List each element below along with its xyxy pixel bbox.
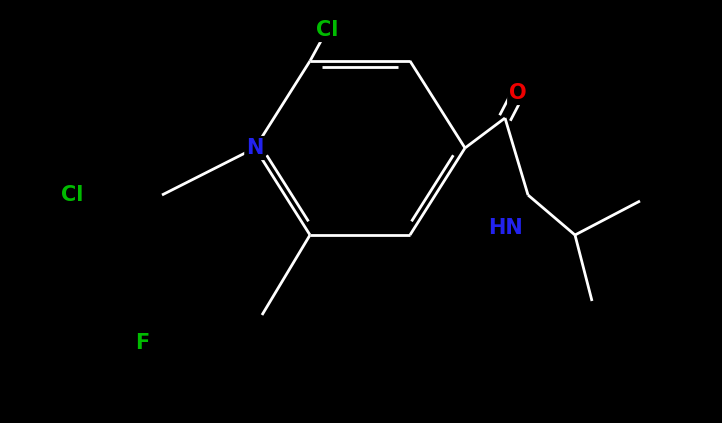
Text: O: O	[509, 83, 527, 103]
Text: Cl: Cl	[316, 20, 338, 40]
Text: F: F	[135, 333, 149, 353]
Text: HN: HN	[487, 218, 523, 238]
Text: N: N	[246, 138, 264, 158]
Text: Cl: Cl	[61, 185, 83, 205]
